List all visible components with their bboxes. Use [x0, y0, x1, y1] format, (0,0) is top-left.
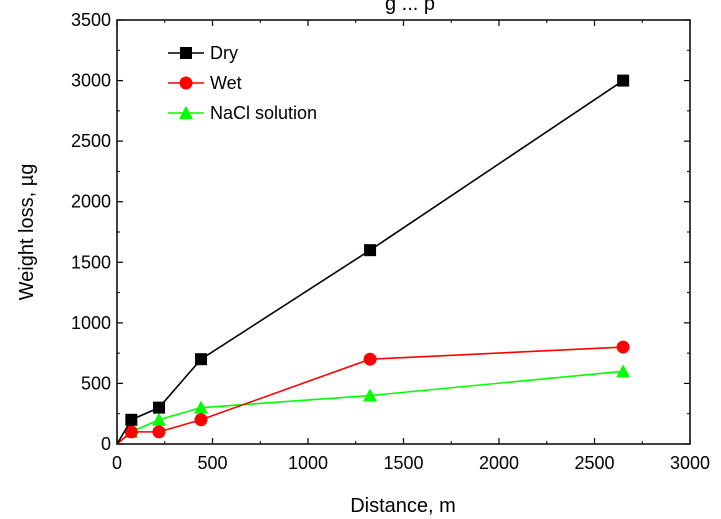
legend-label-wet: Wet [210, 73, 242, 93]
legend-marker-dry [180, 47, 192, 59]
data-point-dry [617, 74, 630, 87]
legend-item-nacl-solution: NaCl solution [168, 103, 317, 123]
x-tick-label: 2500 [574, 453, 614, 473]
x-tick-label: 1000 [288, 453, 328, 473]
data-point-wet [152, 425, 166, 439]
axis-ticks [116, 19, 691, 445]
y-tick-label: 500 [81, 373, 111, 393]
legend-label-dry: Dry [210, 43, 238, 63]
y-tick-label: 2000 [71, 192, 111, 212]
data-point-wet [363, 352, 377, 366]
y-axis-title: Weight loss, µg [16, 164, 38, 301]
x-tick-label: 2000 [479, 453, 519, 473]
data-point-nacl-solution [363, 388, 378, 402]
tick-labels: 0 500 1000 1500 2000 2500 3000 0 500 1000 1500 2000… [71, 10, 710, 473]
x-tick-label: 0 [112, 453, 122, 473]
legend-marker-wet [179, 76, 193, 90]
data-point-dry [125, 413, 138, 426]
data-point-wet [194, 413, 208, 427]
legend-item-dry: Dry [168, 43, 238, 63]
series-line-nacl-solution [116, 370, 624, 445]
y-tick-label: 3500 [71, 10, 111, 30]
x-axis-title: Distance, m [350, 495, 456, 517]
series-dry [116, 74, 630, 445]
legend-label-nacl-solution: NaCl solution [210, 103, 317, 123]
data-point-nacl-solution [616, 364, 631, 378]
series-layer [116, 74, 631, 445]
series-nacl-solution [116, 364, 631, 445]
chart-title-fragment: g ... p [385, 0, 435, 15]
x-tick-label: 500 [197, 453, 227, 473]
data-point-dry [364, 244, 377, 257]
data-point-nacl-solution [152, 412, 167, 426]
legend-item-wet: Wet [168, 73, 242, 93]
y-tick-label: 2500 [71, 131, 111, 151]
y-tick-label: 3000 [71, 71, 111, 91]
data-point-wet [124, 425, 138, 439]
y-tick-label: 1500 [71, 252, 111, 272]
data-point-wet [616, 340, 630, 354]
y-tick-label: 1000 [71, 313, 111, 333]
legend: Dry Wet NaCl solution [168, 43, 317, 123]
series-wet [116, 340, 630, 445]
data-point-dry [195, 353, 208, 366]
x-tick-label: 3000 [670, 453, 710, 473]
legend-marker-nacl-solution [179, 106, 193, 119]
data-point-dry [153, 401, 166, 414]
x-tick-label: 1500 [383, 453, 423, 473]
data-point-nacl-solution [194, 400, 209, 414]
y-tick-label: 0 [101, 434, 111, 454]
